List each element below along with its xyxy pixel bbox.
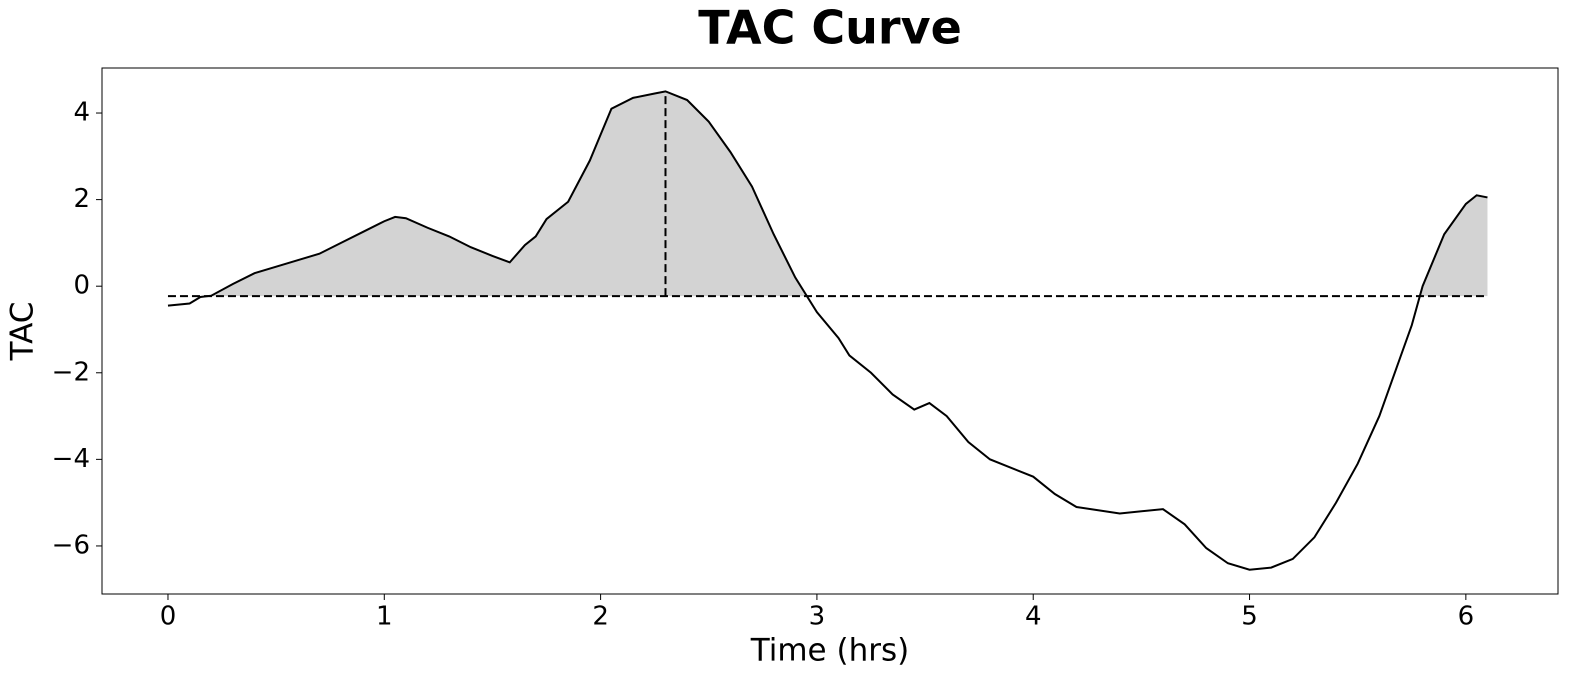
chart-title: TAC Curve: [698, 1, 962, 55]
x-tick-label: 0: [160, 602, 177, 632]
x-tick-label: 2: [592, 602, 609, 632]
y-tick-label: 0: [73, 271, 90, 301]
tac-line: [167, 90, 1488, 571]
y-tick-label: −4: [52, 444, 90, 474]
y-axis-label: TAC: [5, 302, 41, 362]
x-tick-label: 5: [1241, 602, 1258, 632]
y-tick-label: 2: [73, 184, 90, 214]
x-tick-label: 4: [1025, 602, 1042, 632]
y-tick-label: 4: [73, 98, 90, 128]
plot-frame: [101, 67, 1559, 595]
y-tick-label: −2: [52, 357, 90, 387]
auc-area: [207, 91, 807, 297]
x-tick-label: 3: [809, 602, 826, 632]
x-tick-label: 1: [376, 602, 393, 632]
x-axis-label: Time (hrs): [750, 633, 909, 669]
x-tick-label: 6: [1458, 602, 1475, 632]
auc-area: [1419, 195, 1488, 297]
y-tick-label: −6: [52, 530, 90, 560]
